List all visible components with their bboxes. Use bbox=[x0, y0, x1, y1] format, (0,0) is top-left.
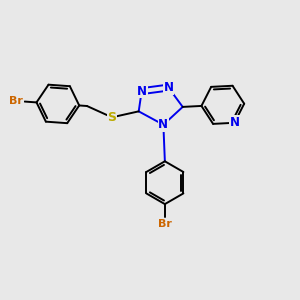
Text: N: N bbox=[230, 116, 239, 129]
Text: N: N bbox=[137, 85, 147, 98]
Text: S: S bbox=[107, 111, 116, 124]
Text: N: N bbox=[164, 81, 173, 94]
Text: Br: Br bbox=[158, 219, 172, 229]
Text: Br: Br bbox=[9, 96, 23, 106]
Text: N: N bbox=[158, 118, 168, 131]
